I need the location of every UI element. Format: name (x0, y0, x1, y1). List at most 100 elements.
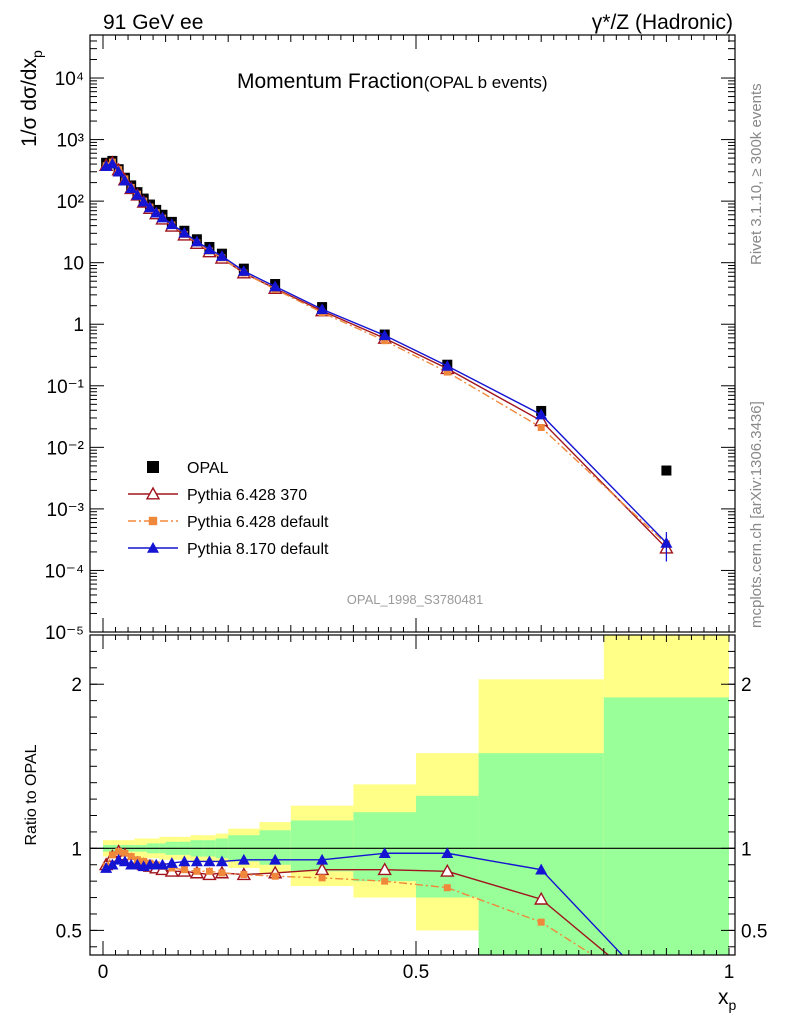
ratio-y-tick-label-right: 0.5 (741, 921, 767, 942)
ratio-x-axis-label-sub: p (729, 997, 737, 1013)
ratio-point-pythia-6-428-default (193, 867, 201, 875)
data-point-pythia-8-170-default (535, 408, 548, 420)
ratio-point-pythia-8-170-default (190, 855, 203, 867)
ratio-y-axis-label: Ratio to OPAL (23, 744, 40, 845)
data-point-pythia-8-170-default (106, 157, 119, 169)
data-point-pythia-8-170-default (316, 303, 329, 315)
data-point-pythia-8-170-default (378, 329, 391, 341)
ratio-line-pythia-6-428-default (105, 850, 595, 955)
main-y-axis-label-text: 1/σ dσ/dx (18, 58, 41, 147)
y-tick-label: 10³ (57, 131, 84, 152)
ratio-point-pythia-6-428-370 (377, 862, 392, 876)
ratio-point-pythia-6-428-default (271, 872, 279, 880)
mcplots-label: mcplots.cern.ch [arXiv:1306.3436] (748, 401, 765, 628)
y-tick-label: 10 (63, 254, 84, 275)
data-point-pythia-8-170-default (441, 359, 454, 371)
ratio-point-pythia-8-170-default (100, 862, 113, 873)
ratio-point-pythia-8-170-default (378, 847, 391, 859)
ratio-point-pythia-6-428-default (108, 851, 116, 859)
data-point-pythia-6-428-default (443, 368, 451, 376)
ratio-series-pythia-8-170-default (100, 847, 624, 955)
data-point-pythia-8-170-default (125, 182, 138, 194)
ratio-point-pythia-6-428-default (218, 869, 226, 877)
main-title: Momentum Fraction(OPAL b events) (237, 70, 548, 93)
data-point-pythia-8-170-default (178, 226, 191, 238)
y-tick-label: 10⁻¹ (47, 377, 85, 398)
legend-label: OPAL (187, 460, 229, 477)
ratio-point-pythia-6-428-370 (440, 863, 455, 877)
ratio-point-pythia-6-428-370 (534, 891, 549, 905)
ratio-y-tick-label: 1 (71, 839, 82, 860)
ratio-point-pythia-6-428-default (127, 853, 135, 861)
data-point-pythia-8-170-default (237, 265, 250, 276)
ratio-point-pythia-6-428-default (180, 866, 188, 874)
ratio-point-pythia-6-428-default (115, 848, 123, 856)
x-tick-label: 1 (724, 962, 735, 983)
header-right-label: γ*/Z (Hadronic) (592, 11, 733, 34)
ratio-point-pythia-6-428-default (443, 884, 451, 892)
main-plot-marks (98, 155, 674, 562)
ratio-point-pythia-6-428-default (537, 918, 545, 926)
ratio-point-pythia-8-170-default (441, 847, 454, 859)
ratio-point-pythia-6-428-default (240, 871, 248, 879)
ratio-y-tick-label: 0.5 (56, 921, 82, 942)
main-subtitle-text: (OPAL b events) (424, 73, 548, 92)
y-tick-label: 10² (57, 192, 84, 213)
data-point-pythia-8-170-default (150, 206, 163, 218)
ratio-axes: 0.5 0.5 1 1 2 2 0 0.5 1 (56, 634, 767, 983)
x-tick-label: 0.5 (403, 962, 429, 983)
ratio-point-pythia-8-170-default (237, 853, 250, 865)
header-left-label: 91 GeV ee (103, 11, 203, 34)
y-tick-label: 10⁻⁴ (45, 561, 84, 582)
legend-marker (147, 542, 159, 553)
data-point-pythia-8-170-default (137, 195, 150, 207)
data-point-pythia-8-170-default (215, 250, 228, 261)
legend-marker (147, 461, 159, 473)
y-tick-label: 1 (73, 315, 84, 336)
ratio-point-pythia-8-170-default (203, 855, 216, 867)
ratio-plot-marks (90, 844, 735, 955)
data-point-pythia-8-170-default (112, 165, 125, 177)
legend-entry-pythia-6-428-370: Pythia 6.428 370 (128, 486, 307, 504)
y-tick-label: 10⁻² (47, 438, 85, 459)
legend-marker (148, 516, 158, 526)
ratio-point-pythia-8-170-default (106, 858, 119, 870)
legend-label: Pythia 8.170 default (187, 541, 329, 558)
legend-entry-pythia-8-170-default: Pythia 8.170 default (128, 541, 329, 558)
inner-band (603, 697, 729, 955)
data-point-pythia-8-170-default (156, 211, 169, 223)
ratio-point-pythia-6-428-default (381, 877, 389, 885)
ratio-point-pythia-8-170-default (316, 853, 329, 865)
ratio-y-tick-label-right: 2 (741, 675, 752, 696)
ratio-point-pythia-8-170-default (118, 855, 131, 867)
legend-entry-opal: OPAL (147, 460, 229, 477)
ratio-y-tick-label: 2 (71, 675, 82, 696)
ratio-point-pythia-6-428-default (121, 849, 129, 857)
series-pythia-8-170-default (100, 157, 673, 548)
data-point-pythia-8-170-default (131, 188, 144, 200)
data-point-pythia-8-170-default (165, 218, 178, 230)
x-tick-label: 0 (98, 962, 109, 983)
data-point-pythia-6-428-default (537, 424, 545, 432)
main-title-text: Momentum Fraction (237, 70, 424, 93)
ratio-point-pythia-8-170-default (215, 855, 228, 867)
ratio-y-tick-label-right: 1 (741, 839, 752, 860)
ratio-frame (89, 634, 736, 956)
data-point-pythia-8-170-default (203, 243, 216, 255)
ratio-point-pythia-8-170-default (269, 853, 282, 865)
ratio-point-pythia-8-170-default (178, 855, 191, 867)
data-point-pythia-6-428-default (381, 337, 389, 345)
data-point-pythia-8-170-default (269, 280, 282, 292)
rivet-version-label: Rivet 3.1.10, ≥ 300k events (748, 83, 765, 265)
main-axes: 10⁻⁵ 10⁻⁴ 10⁻³ 10⁻² 10⁻¹ 1 10 10² 10³ 10⁴ (45, 34, 736, 644)
ratio-point-pythia-6-428-default (318, 874, 326, 882)
ratio-point-pythia-6-428-default (205, 867, 213, 875)
legend: OPAL Pythia 6.428 370 Pythia 6.428 default… (128, 460, 329, 558)
y-tick-label: 10⁻³ (47, 500, 85, 521)
legend-entry-pythia-6-428-default: Pythia 6.428 default (128, 514, 329, 531)
watermark-label: OPAL_1998_S3780481 (347, 592, 483, 607)
legend-marker (145, 486, 161, 500)
main-y-axis-label-sub: p (29, 50, 45, 58)
ratio-x-axis-label: xp (718, 986, 737, 1013)
ratio-point-pythia-8-170-default (165, 857, 178, 868)
